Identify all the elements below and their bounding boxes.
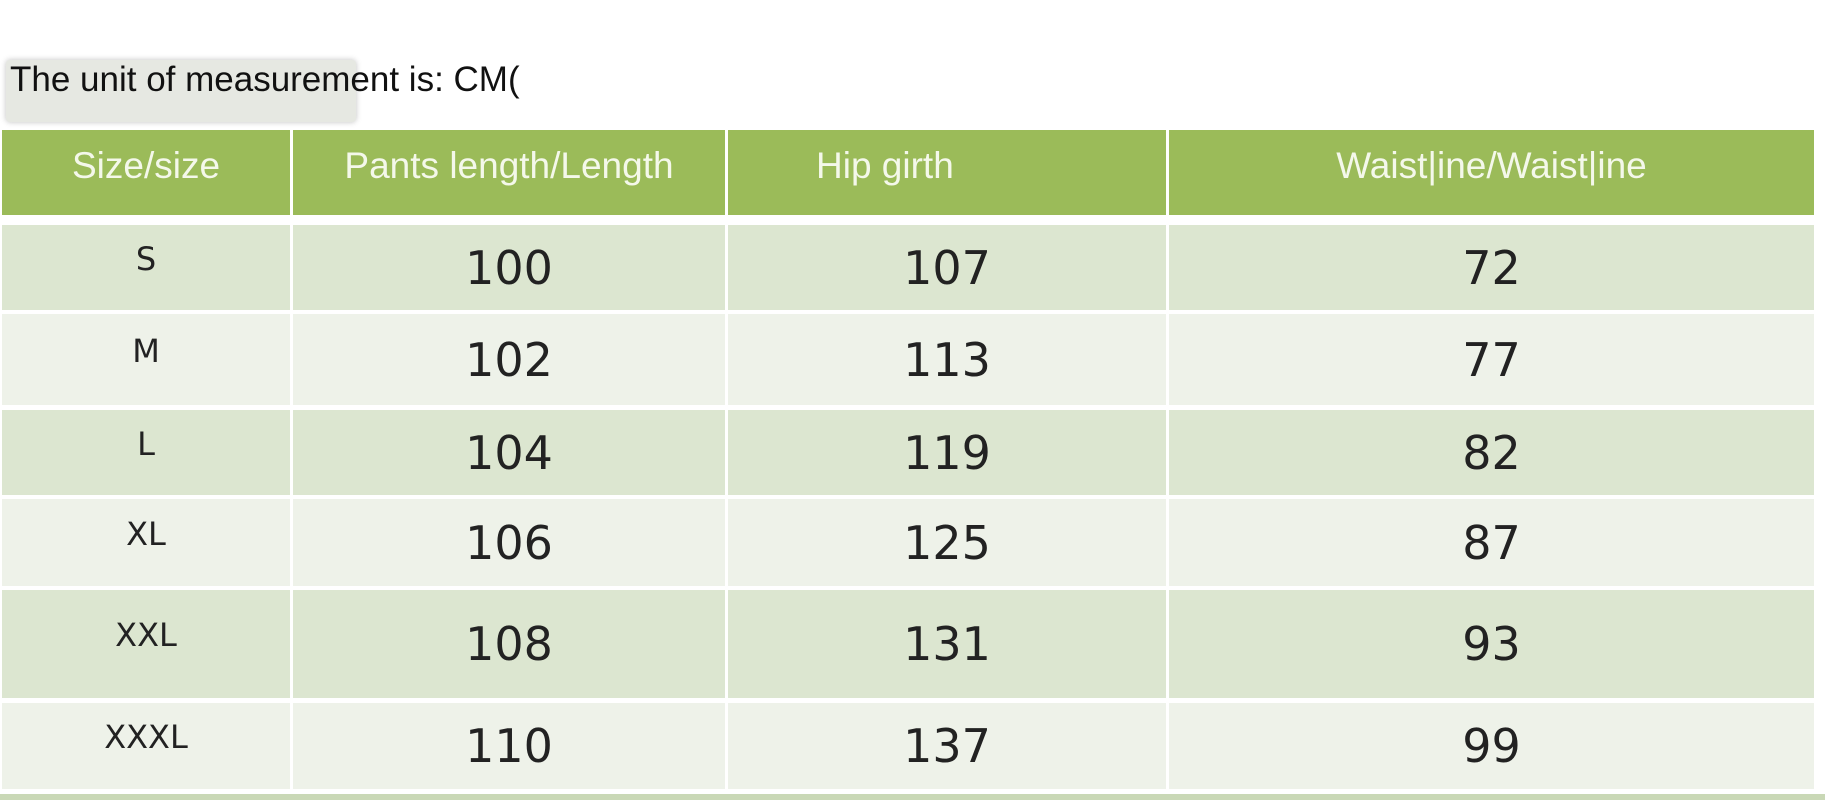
cell-waistline: 72 — [1462, 240, 1521, 295]
cell-size: M — [2, 314, 293, 405]
cell-waistline: 87 — [1462, 515, 1521, 570]
cell-pants-length: 110 — [293, 703, 728, 789]
cell-waistline: 93 — [1462, 617, 1521, 671]
cell-hip-girth: 125 — [728, 499, 1169, 586]
cell-hip-girth: 131 — [728, 590, 1169, 698]
header-hip-girth: Hip girth — [728, 130, 1169, 215]
cell-hip-girth: 137 — [728, 703, 1169, 789]
cell-pants-length: 108 — [293, 590, 728, 698]
unit-label: The unit of measurement is: CM( — [10, 60, 520, 99]
table-row: XXL 108 131 93 — [2, 590, 1814, 698]
cell-waistline: 82 — [1462, 425, 1521, 480]
table-row: M 102 113 77 — [2, 314, 1814, 405]
cell-waistline: 77 — [1462, 332, 1521, 387]
header-pants-length: Pants length/Length — [293, 130, 728, 215]
cell-pants-length: 104 — [293, 410, 728, 495]
table-row: XL 106 125 87 — [2, 499, 1814, 586]
table-bottom-border — [0, 794, 1825, 800]
cell-hip-girth: 107 — [728, 225, 1169, 310]
header-size: Size/size — [2, 130, 293, 215]
cell-pants-length: 100 — [293, 225, 728, 310]
cell-hip-girth: 113 — [728, 314, 1169, 405]
table-row: L 104 119 82 — [2, 410, 1814, 495]
cell-pants-length: 102 — [293, 314, 728, 405]
header-waistline: Waist|ine/Waist|ine — [1336, 144, 1647, 186]
cell-pants-length: 106 — [293, 499, 728, 586]
unit-label-background — [6, 60, 356, 122]
cell-hip-girth: 119 — [728, 410, 1169, 495]
cell-waistline: 99 — [1462, 719, 1521, 773]
cell-size: XL — [2, 499, 293, 586]
cell-size: L — [2, 410, 293, 495]
cell-size: XXL — [2, 590, 293, 698]
table-row: XXXL 110 137 99 — [2, 703, 1814, 789]
cell-size: S — [2, 225, 293, 310]
table-header-row: Size/size Pants length/Length Hip girth … — [2, 130, 1814, 215]
cell-size: XXXL — [2, 703, 293, 789]
table-row: S 100 107 72 — [2, 225, 1814, 310]
